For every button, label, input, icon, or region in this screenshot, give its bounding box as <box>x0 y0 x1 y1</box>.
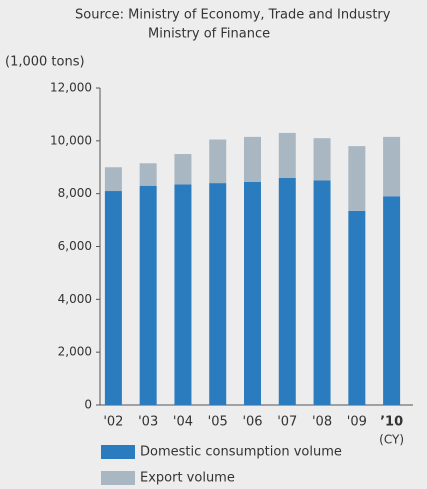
y-tick-label: 4,000 <box>58 292 92 306</box>
bar-segment <box>244 136 261 182</box>
bar-segment <box>209 139 227 184</box>
x-tick-label: '07 <box>277 415 297 430</box>
legend-swatch <box>101 445 135 459</box>
bar-segment <box>383 196 401 405</box>
bar-segment <box>174 184 192 405</box>
bar-segment <box>278 177 296 405</box>
x-unit: (CY) <box>379 433 404 447</box>
legend-label: Domestic consumption volume <box>140 445 342 460</box>
bar-segment <box>278 132 296 178</box>
x-tick-label: '08 <box>312 415 332 430</box>
y-tick-label: 0 <box>84 398 92 412</box>
bar-segment <box>313 180 331 405</box>
source: Source: Ministry of Economy, Trade and I… <box>75 8 391 23</box>
bar-segment <box>174 154 192 185</box>
bar-segment <box>244 181 261 405</box>
legend-swatch <box>101 471 135 485</box>
source: Ministry of Finance <box>148 27 270 42</box>
y-tick-label: 8,000 <box>58 186 92 200</box>
y-tick-label: 12,000 <box>50 81 92 95</box>
bar-segment <box>383 136 401 197</box>
x-tick-label: ’10 <box>380 415 403 430</box>
bar-segment <box>104 167 122 192</box>
y-tick-label: 2,000 <box>58 345 92 359</box>
y-axis-label: (1,000 tons) <box>5 55 85 70</box>
x-tick-label: '02 <box>103 415 123 430</box>
x-tick-label: '03 <box>138 415 158 430</box>
bar-segment <box>313 138 331 181</box>
legend-label: Export volume <box>140 471 235 486</box>
y-tick-label: 6,000 <box>58 239 92 253</box>
bar-segment <box>139 185 157 405</box>
x-tick-label: '09 <box>347 415 367 430</box>
x-tick-label: '05 <box>208 415 228 430</box>
bar-segment <box>104 191 122 405</box>
x-tick-label: '04 <box>173 415 193 430</box>
bar-segment <box>348 210 366 405</box>
bar-segment <box>348 146 366 211</box>
bar-segment <box>139 163 157 186</box>
bar-segment <box>209 183 227 405</box>
x-tick-label: '06 <box>242 415 262 430</box>
y-tick-label: 10,000 <box>50 133 92 147</box>
